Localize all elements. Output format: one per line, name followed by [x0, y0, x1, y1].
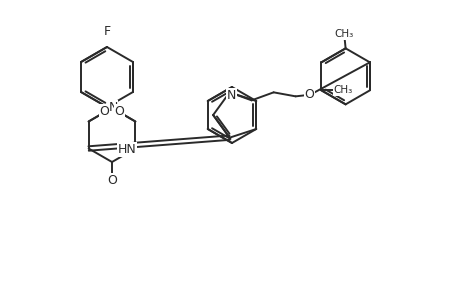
Text: O: O [114, 105, 124, 118]
Text: HN: HN [118, 143, 136, 156]
Text: N: N [226, 89, 236, 102]
Text: O: O [107, 173, 117, 187]
Text: CH₃: CH₃ [333, 85, 352, 95]
Text: CH₃: CH₃ [333, 29, 353, 39]
Text: O: O [304, 88, 314, 101]
Text: F: F [103, 25, 110, 38]
Text: N: N [108, 100, 118, 113]
Text: O: O [100, 105, 109, 118]
